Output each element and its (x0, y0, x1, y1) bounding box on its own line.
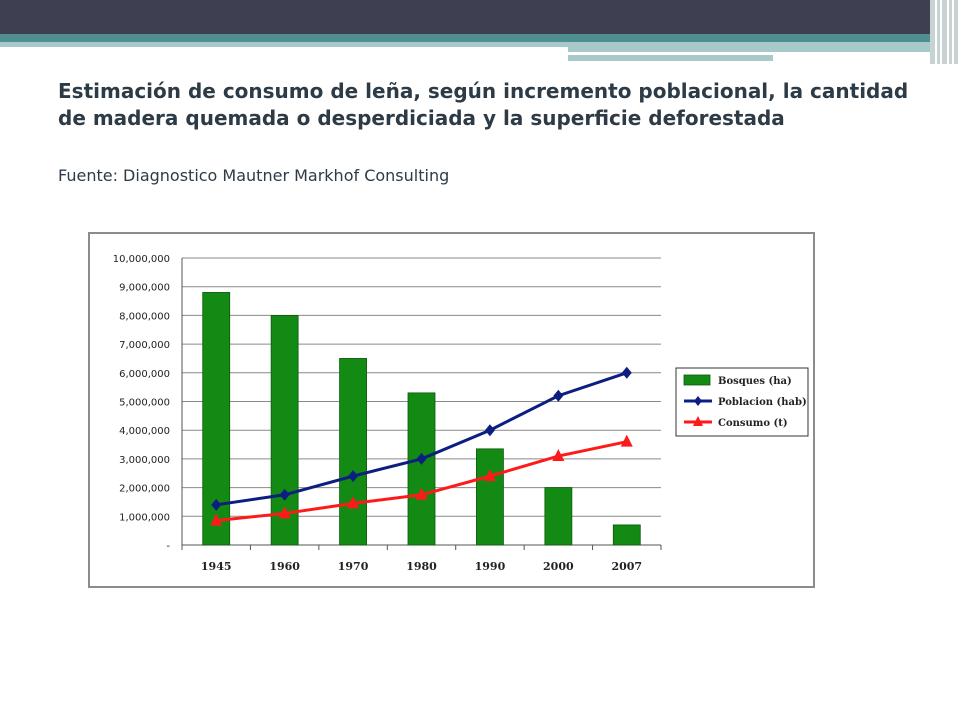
header-corner-stripes (930, 0, 960, 64)
x-tick-label: 1960 (269, 560, 300, 573)
legend-marker-poblacion (694, 396, 702, 406)
header-bar (0, 0, 930, 34)
bar-bosques (612, 524, 641, 546)
chart-frame: - 1,000,000 2,000,000 3,000,000 4,000,000 5,0… (88, 232, 815, 588)
y-tick-label: 1,000,000 (119, 512, 170, 523)
y-tick-label: 2,000,000 (119, 484, 170, 495)
legend-label: Bosques (ha) (718, 376, 792, 387)
header-light-band-right (568, 42, 930, 52)
point-consumo (483, 469, 496, 482)
y-tick-label: 8,000,000 (119, 311, 170, 322)
x-tick-label: 1945 (201, 560, 232, 573)
x-tick-label: 1990 (475, 560, 506, 573)
y-tick-label: 9,000,000 (119, 283, 170, 294)
y-tick-label: - (166, 541, 170, 552)
slide-title: Estimación de consumo de leña, según inc… (58, 79, 909, 130)
y-tick-label: 3,000,000 (119, 455, 170, 466)
legend-label: Poblacion (hab) (718, 397, 807, 408)
bar-bosques (339, 358, 367, 546)
point-consumo (415, 487, 428, 500)
y-tick-label: 10,000,000 (113, 254, 170, 265)
point-consumo (620, 434, 633, 447)
point-poblacion (553, 389, 564, 402)
header-light-band (0, 42, 568, 47)
x-tick-label: 1970 (338, 560, 369, 573)
point-poblacion (621, 366, 632, 379)
legend-swatch-bosques (683, 374, 711, 386)
header-accent-band (0, 34, 930, 42)
y-tick-label: 6,000,000 (119, 369, 170, 380)
header-light-band-lower (568, 55, 773, 61)
point-consumo (210, 513, 223, 526)
y-tick-label: 7,000,000 (119, 340, 170, 351)
legend-marker-consumo (693, 416, 703, 426)
x-tick-label: 1980 (406, 560, 437, 573)
y-tick-label: 5,000,000 (119, 398, 170, 409)
legend-label: Consumo (t) (718, 418, 788, 429)
bar-bosques (544, 487, 573, 546)
point-consumo (552, 449, 565, 462)
x-tick-label: 2007 (611, 560, 642, 573)
x-tick-label: 2000 (543, 560, 574, 573)
point-poblacion (211, 498, 222, 511)
bar-bosques (407, 392, 436, 546)
point-poblacion (279, 488, 290, 501)
point-consumo (278, 506, 291, 519)
y-tick-label: 4,000,000 (119, 426, 170, 437)
header-divider-line (568, 52, 888, 54)
point-poblacion (484, 424, 495, 437)
point-poblacion (416, 452, 427, 465)
point-consumo (347, 496, 360, 509)
combo-chart: - 1,000,000 2,000,000 3,000,000 4,000,000 5,0… (113, 254, 809, 573)
slide-source: Fuente: Diagnostico Mautner Markhof Cons… (58, 166, 450, 185)
point-poblacion (348, 470, 359, 483)
bar-bosques (476, 448, 504, 546)
